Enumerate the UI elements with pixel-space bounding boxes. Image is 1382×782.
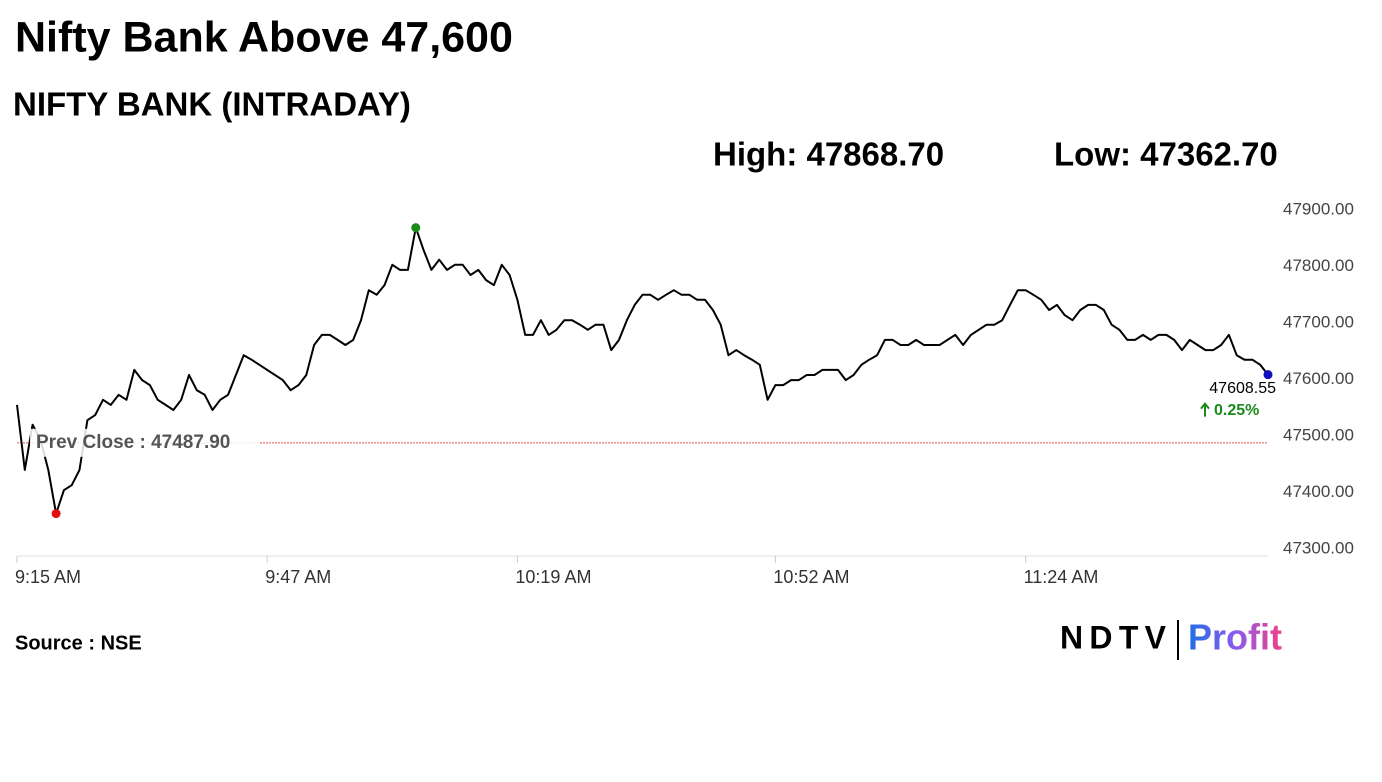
logo-brand: NDTV xyxy=(1060,619,1167,655)
low-label: Low: 47362.70 xyxy=(1054,136,1278,173)
change-label: 0.25% xyxy=(1214,402,1259,419)
reference-label-bg xyxy=(30,428,260,457)
price-line xyxy=(16,226,1269,515)
reference-label: Prev Close : 47487.90 xyxy=(36,432,230,453)
last-marker xyxy=(1263,370,1273,380)
x-tick-label: 9:47 AM xyxy=(265,567,331,587)
high-label: High: 47868.70 xyxy=(713,136,944,173)
logo-product: Profit xyxy=(1188,617,1282,658)
y-tick-label: 47700.00 xyxy=(1283,312,1354,331)
last-value-label: 47608.55 xyxy=(1209,380,1276,397)
low-marker xyxy=(51,509,61,519)
chart-subtitle: NIFTY BANK (INTRADAY) xyxy=(13,86,411,123)
change-arrow xyxy=(1200,402,1210,417)
y-tick-label: 47400.00 xyxy=(1283,482,1354,501)
y-tick-label: 47900.00 xyxy=(1283,199,1354,218)
x-tick-label: 9:15 AM xyxy=(15,567,81,587)
y-tick-label: 47800.00 xyxy=(1283,256,1354,275)
high-marker xyxy=(411,223,421,233)
x-tick-label: 10:19 AM xyxy=(515,567,591,587)
y-tick-label: 47600.00 xyxy=(1283,369,1354,388)
source: Source : NSE xyxy=(15,632,142,654)
x-tick-label: 10:52 AM xyxy=(773,567,849,587)
chart-title: Nifty Bank Above 47,600 xyxy=(15,13,513,61)
y-tick-label: 47500.00 xyxy=(1283,425,1354,444)
x-tick-label: 11:24 AM xyxy=(1024,567,1099,587)
y-tick-label: 47300.00 xyxy=(1283,538,1354,557)
